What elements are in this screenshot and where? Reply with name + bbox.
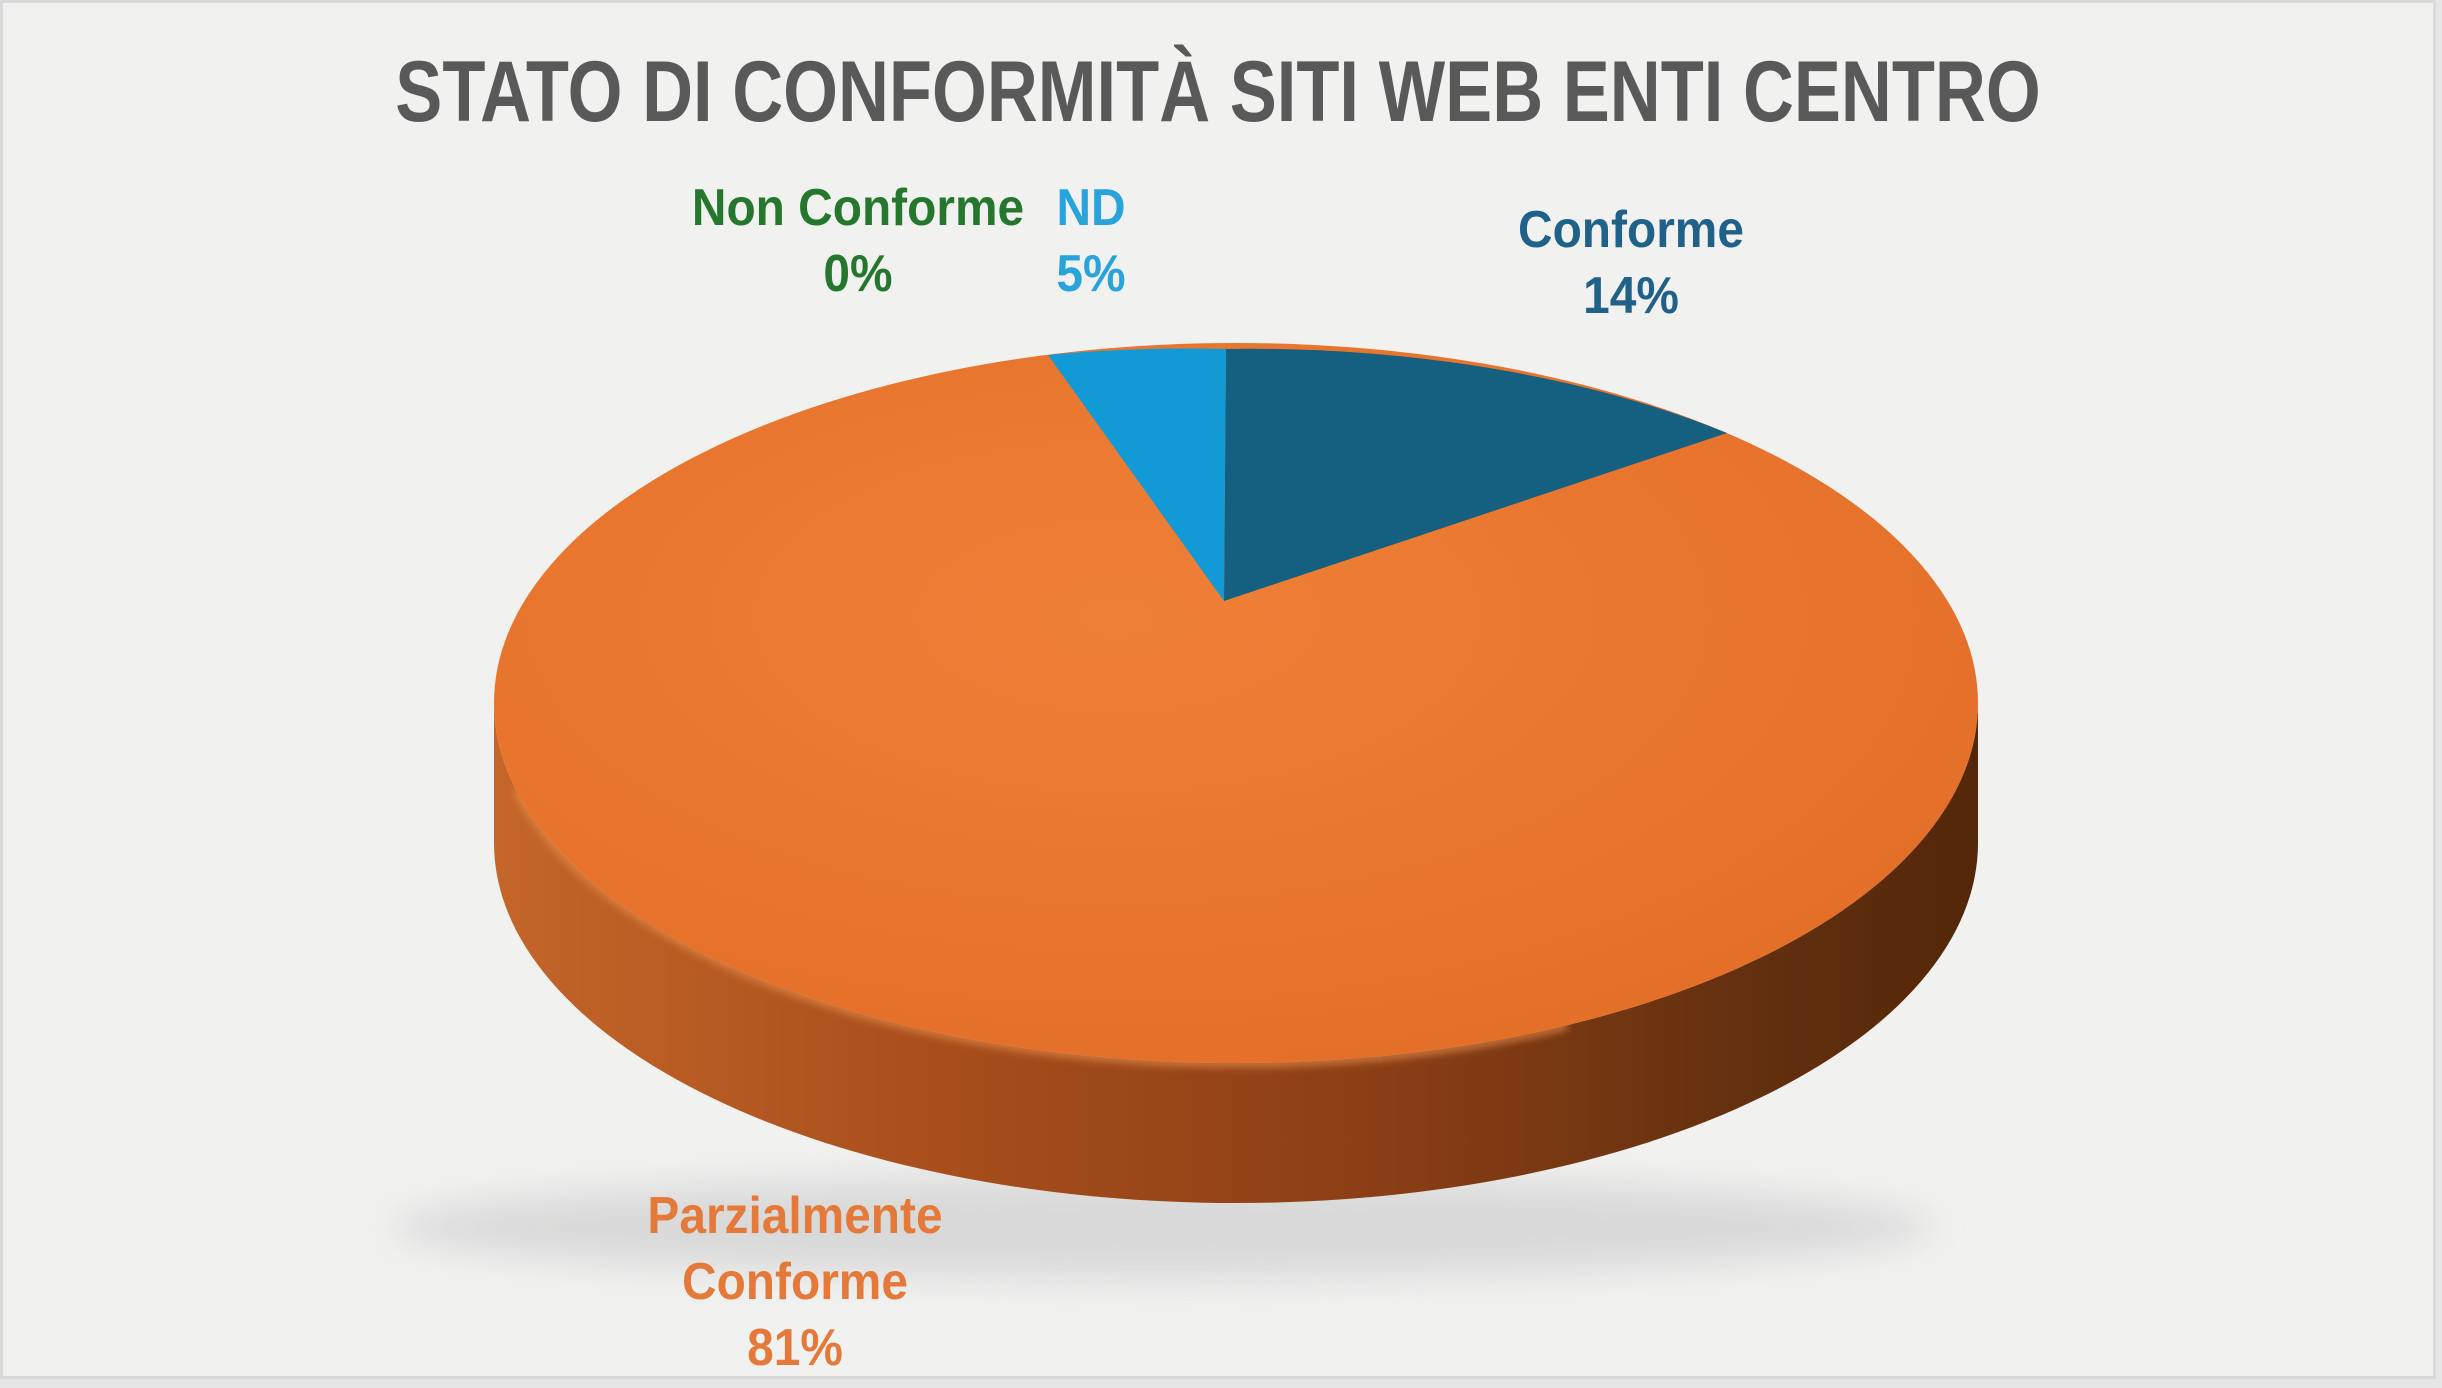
label-parzialmente-name-1: Parzialmente — [647, 1187, 943, 1245]
label-parzialmente-name-2: Conforme — [682, 1253, 908, 1311]
label-conforme: Conforme 14% — [1518, 197, 1744, 329]
label-non-conforme-name: Non Conforme — [691, 179, 1025, 237]
label-conforme-name: Conforme — [1518, 201, 1744, 259]
pie-slice-parzialmente-conforme[interactable] — [494, 343, 1978, 1063]
pie-slice-conforme[interactable] — [1224, 348, 1727, 601]
pie-shadow — [393, 1175, 1933, 1279]
label-non-conforme: Non Conforme 0% — [692, 175, 1024, 307]
pie-side-3d[interactable] — [494, 703, 1978, 1203]
label-nd-value: 5% — [1056, 245, 1126, 303]
chart-title: STATO DI CONFORMITÀ SITI WEB ENTI CENTRO — [395, 44, 2041, 140]
label-parzialmente-value: 81% — [747, 1319, 843, 1377]
label-non-conforme-value: 0% — [823, 245, 893, 303]
label-nd-name: ND — [1056, 179, 1126, 237]
label-conforme-value: 14% — [1583, 267, 1679, 325]
pie-chart — [393, 343, 1978, 1279]
label-parzialmente-conforme: Parzialmente Conforme 81% — [647, 1183, 942, 1381]
label-nd: ND 5% — [1056, 175, 1125, 307]
pie-slice-nd[interactable] — [1048, 348, 1226, 601]
